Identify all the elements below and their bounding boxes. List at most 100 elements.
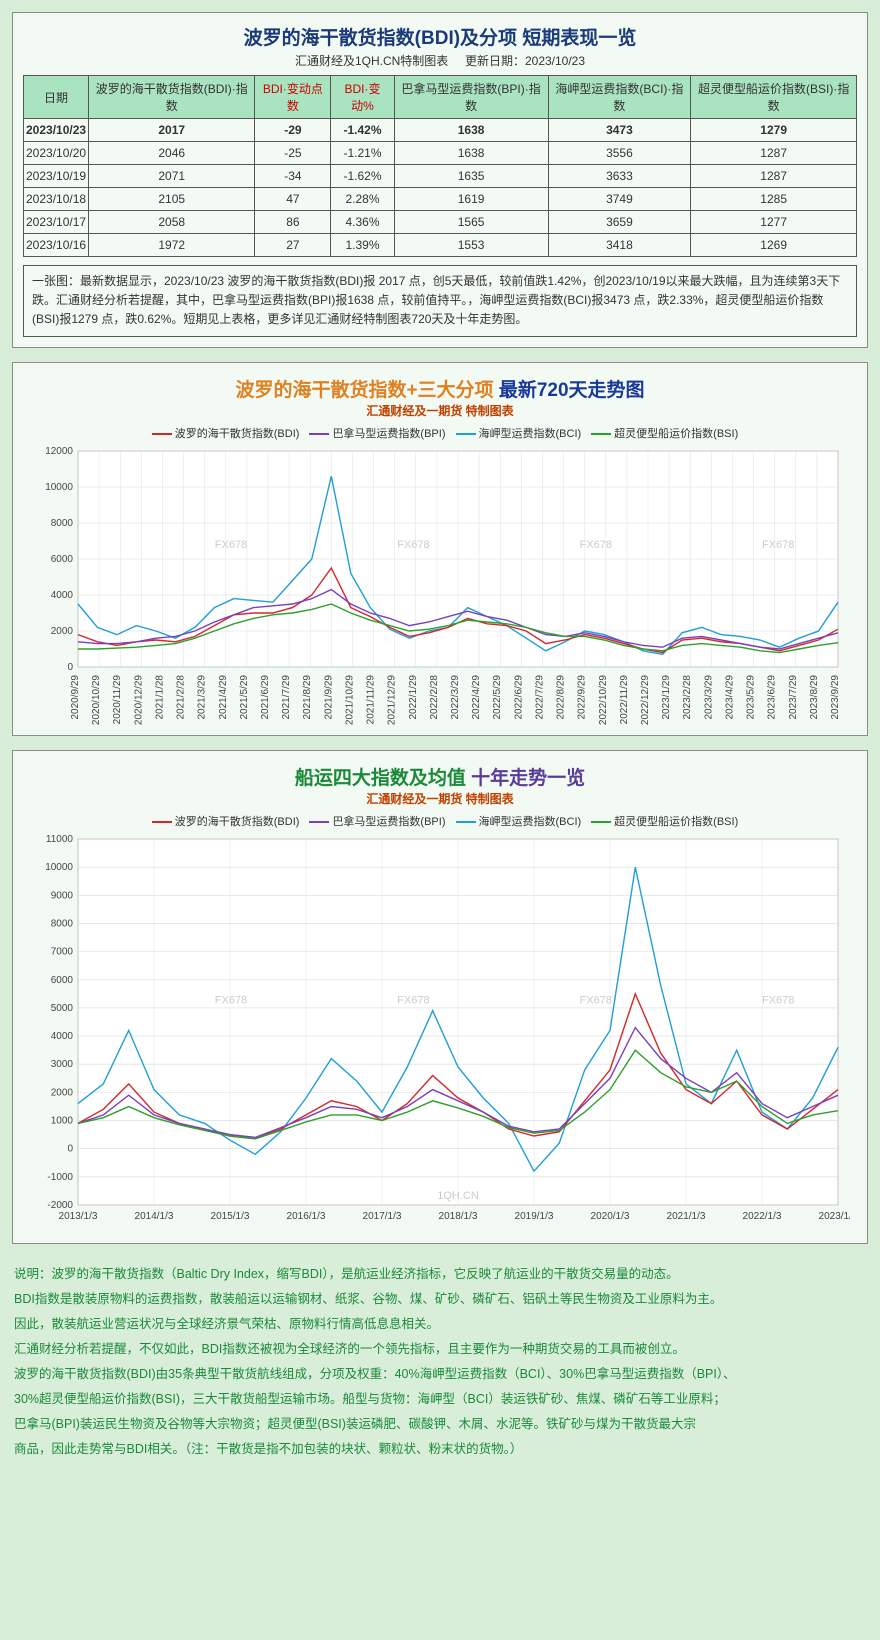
svg-text:FX678: FX678 [397,994,429,1006]
svg-text:8000: 8000 [51,918,74,929]
svg-text:2022/12/29: 2022/12/29 [640,674,651,724]
svg-text:2018/1/3: 2018/1/3 [439,1211,478,1222]
footer-line: 商品，因此走势常与BDI相关。（注：干散货是指不加包装的块状、颗粒状、粉末状的货… [14,1437,866,1462]
svg-text:2021/8/29: 2021/8/29 [302,674,313,719]
chart720-subtitle: 汇通财经及一期货 特制图表 [23,402,857,419]
col-header: 日期 [24,76,89,119]
legend-label: 海岬型运费指数(BCI) [479,428,582,440]
svg-text:2021/10/29: 2021/10/29 [344,674,355,724]
svg-text:2000: 2000 [51,626,74,637]
table-row: 2023/10/182105472.28%161937491285 [24,188,857,211]
table-row: 2023/10/192071-34-1.62%163536331287 [24,165,857,188]
chart10y-svg: -2000-1000010002000300040005000600070008… [30,833,850,1233]
svg-text:2022/2/28: 2022/2/28 [429,674,440,719]
svg-text:2017/1/3: 2017/1/3 [363,1211,402,1222]
svg-text:-2000: -2000 [47,1200,73,1211]
svg-text:8000: 8000 [51,518,74,529]
col-header: 海岬型运费指数(BCI)·指数 [548,76,691,119]
svg-text:0: 0 [67,1143,73,1154]
svg-text:2021/3/29: 2021/3/29 [197,674,208,719]
svg-text:FX678: FX678 [580,994,612,1006]
svg-text:6000: 6000 [51,974,74,985]
svg-text:2022/4/29: 2022/4/29 [471,674,482,719]
svg-text:FX678: FX678 [762,539,794,551]
svg-text:2023/5/29: 2023/5/29 [746,674,757,719]
svg-text:2016/1/3: 2016/1/3 [287,1211,326,1222]
svg-text:2022/6/29: 2022/6/29 [513,674,524,719]
svg-text:2014/1/3: 2014/1/3 [135,1211,174,1222]
table-row: 2023/10/161972271.39%155334181269 [24,234,857,257]
footer-line: 波罗的海干散货指数(BDI)由35条典型干散货航线组成，分项及权重：40%海岬型… [14,1362,866,1387]
svg-text:2023/3/29: 2023/3/29 [703,674,714,719]
legend-label: 巴拿马型运费指数(BPI) [332,428,445,440]
svg-text:-1000: -1000 [47,1171,73,1182]
table-panel: 波罗的海干散货指数(BDI)及分项 短期表现一览 汇通财经及1QH.CN特制图表… [12,12,868,348]
legend-swatch [152,821,172,823]
svg-text:5000: 5000 [51,1002,74,1013]
svg-text:2013/1/3: 2013/1/3 [59,1211,98,1222]
legend-label: 波罗的海干散货指数(BDI) [175,816,300,828]
footer-line: 巴拿马(BPI)装运民生物资及谷物等大宗物资；超灵便型(BSI)装运磷肥、碳酸钾… [14,1412,866,1437]
svg-text:4000: 4000 [51,590,74,601]
legend-label: 超灵便型船运价指数(BSI) [614,816,738,828]
svg-text:2022/3/29: 2022/3/29 [450,674,461,719]
svg-text:2021/7/29: 2021/7/29 [281,674,292,719]
svg-text:2023/1/3: 2023/1/3 [819,1211,850,1222]
svg-text:2023/2/28: 2023/2/28 [682,674,693,719]
svg-text:2022/1/29: 2022/1/29 [408,674,419,719]
svg-text:2023/9/29: 2023/9/29 [830,674,841,719]
svg-text:2000: 2000 [51,1087,74,1098]
col-header: 超灵便型船运价指数(BSI)·指数 [691,76,857,119]
svg-text:FX678: FX678 [215,994,247,1006]
svg-text:2023/7/29: 2023/7/29 [788,674,799,719]
bdi-table: 日期波罗的海干散货指数(BDI)·指数BDI·变动点数BDI·变动%巴拿马型运费… [23,75,857,257]
chart10y-subtitle: 汇通财经及一期货 特制图表 [23,790,857,807]
svg-text:2020/12/29: 2020/12/29 [133,674,144,724]
svg-text:2021/2/28: 2021/2/28 [176,674,187,719]
svg-text:2021/9/29: 2021/9/29 [323,674,334,719]
svg-text:9000: 9000 [51,890,74,901]
table-title: 波罗的海干散货指数(BDI)及分项 短期表现一览 [23,23,857,50]
svg-text:2021/1/3: 2021/1/3 [667,1211,706,1222]
svg-text:2023/4/29: 2023/4/29 [724,674,735,719]
col-header: BDI·变动点数 [255,76,331,119]
table-row: 2023/10/202046-25-1.21%163835561287 [24,142,857,165]
chart-10y-panel: 船运四大指数及均值 十年走势一览 汇通财经及一期货 特制图表 波罗的海干散货指数… [12,750,868,1244]
svg-text:2020/1/3: 2020/1/3 [591,1211,630,1222]
svg-text:2023/8/29: 2023/8/29 [809,674,820,719]
svg-text:7000: 7000 [51,946,74,957]
chart-720-panel: 波罗的海干散货指数+三大分项 最新720天走势图 汇通财经及一期货 特制图表 波… [12,362,868,736]
svg-text:12000: 12000 [45,446,73,457]
svg-text:2021/6/29: 2021/6/29 [260,674,271,719]
table-subtitle: 汇通财经及1QH.CN特制图表 更新日期：2023/10/23 [23,52,857,69]
svg-text:2021/4/29: 2021/4/29 [218,674,229,719]
legend-swatch [456,433,476,435]
chart10y-title: 船运四大指数及均值 十年走势一览 [23,763,857,790]
chart10y-legend: 波罗的海干散货指数(BDI)巴拿马型运费指数(BPI)海岬型运费指数(BCI)超… [23,813,857,829]
svg-text:2020/11/29: 2020/11/29 [112,674,123,724]
legend-swatch [152,433,172,435]
legend-label: 超灵便型船运价指数(BSI) [614,428,738,440]
svg-text:1000: 1000 [51,1115,74,1126]
svg-text:2020/9/29: 2020/9/29 [70,674,81,719]
chart720-title: 波罗的海干散货指数+三大分项 最新720天走势图 [23,375,857,402]
svg-text:2022/7/29: 2022/7/29 [534,674,545,719]
svg-text:1QH.CN: 1QH.CN [437,1190,479,1202]
svg-text:2021/5/29: 2021/5/29 [239,674,250,719]
svg-text:2022/10/29: 2022/10/29 [598,674,609,724]
chart720-svg: 0200040006000800010000120002020/9/292020… [30,445,850,725]
svg-text:2023/1/29: 2023/1/29 [661,674,672,719]
footer-line: 30%超灵便型船运价指数(BSI)，三大干散货船型运输市场。船型与货物：海岬型（… [14,1387,866,1412]
summary-text: 一张图：最新数据显示，2023/10/23 波罗的海干散货指数(BDI)报 20… [23,265,857,337]
table-row: 2023/10/232017-29-1.42%163834731279 [24,119,857,142]
svg-text:11000: 11000 [46,834,74,845]
svg-text:2023/6/29: 2023/6/29 [767,674,778,719]
svg-text:2021/12/29: 2021/12/29 [387,674,398,724]
svg-text:2015/1/3: 2015/1/3 [211,1211,250,1222]
svg-text:2020/10/29: 2020/10/29 [91,674,102,724]
svg-text:2019/1/3: 2019/1/3 [515,1211,554,1222]
legend-swatch [309,433,329,435]
svg-text:10000: 10000 [45,482,73,493]
svg-text:2022/11/29: 2022/11/29 [619,674,630,724]
col-header: BDI·变动% [331,76,394,119]
